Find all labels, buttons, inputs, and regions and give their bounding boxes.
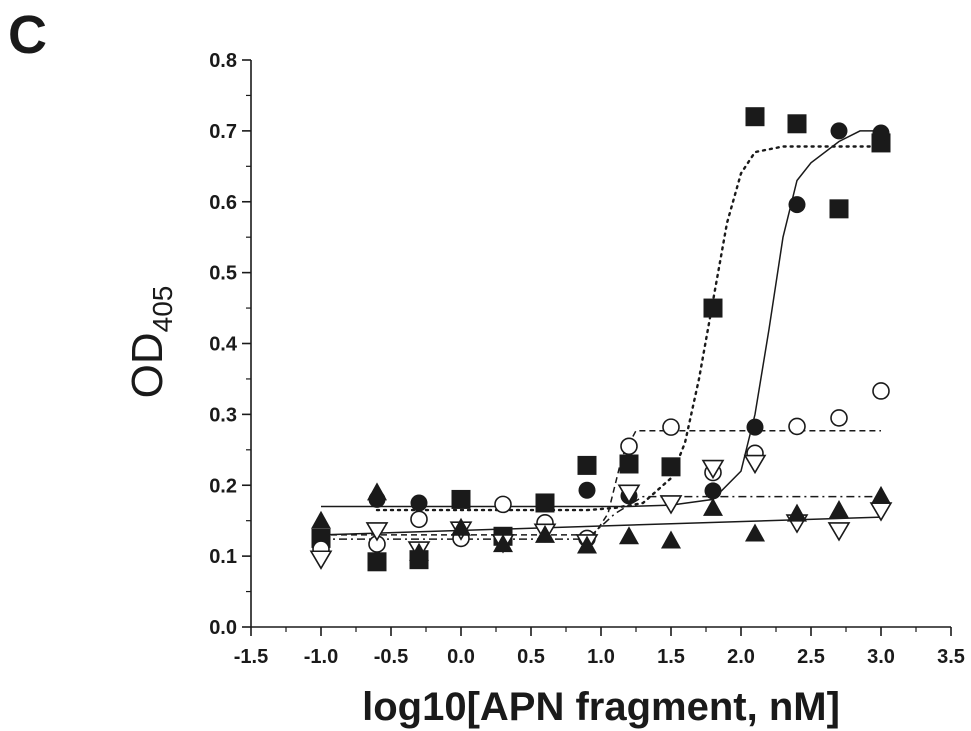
x-axis-title: log10[APN fragment, nM] — [362, 685, 840, 729]
data-point-filled-triangle-up — [577, 535, 597, 554]
data-point-open-circle — [872, 382, 890, 400]
data-point-filled-square — [535, 493, 555, 513]
data-point-filled-square — [661, 457, 681, 477]
y-axis-title-main: OD — [123, 332, 172, 398]
data-point-open-circle — [620, 437, 638, 456]
data-point-filled-triangle-up — [829, 500, 849, 519]
data-point-open-circle — [494, 495, 512, 514]
axes — [250, 60, 951, 628]
fit-curve-open-triangle-down — [321, 495, 881, 540]
data-point-open-triangle-down — [309, 550, 333, 570]
x-tick-label: 2.0 — [727, 646, 755, 668]
data-point-filled-circle — [746, 418, 764, 436]
data-point-filled-triangle-up — [787, 503, 807, 522]
x-tick-label: 3.5 — [937, 646, 965, 668]
y-tick-label: 0.5 — [209, 263, 237, 285]
x-tick-label: 0.5 — [517, 646, 545, 668]
data-point-filled-square — [367, 552, 387, 572]
data-point-open-circle — [830, 409, 848, 427]
y-tick-label: 0.2 — [209, 475, 237, 497]
data-point-filled-circle — [410, 494, 428, 512]
fit-curve-filled-circle — [321, 130, 881, 508]
data-point-filled-circle — [704, 482, 722, 500]
data-point-open-circle — [788, 417, 806, 436]
y-tick-label: 0.4 — [209, 334, 238, 356]
data-point-filled-triangle-up — [745, 523, 765, 542]
data-point-filled-square — [703, 298, 723, 318]
data-point-open-triangle-down — [827, 522, 851, 542]
y-tick-label: 0.1 — [209, 546, 237, 568]
data-point-open-triangle-down — [365, 522, 389, 542]
data-point-filled-triangle-up — [409, 542, 429, 561]
data-point-filled-square — [829, 199, 849, 219]
x-tick-label: -1.5 — [234, 646, 268, 668]
x-tick-label: 0.0 — [447, 646, 475, 668]
x-tick-label: 2.5 — [797, 646, 825, 668]
data-point-filled-square — [619, 454, 639, 474]
fit-curve-filled-triangle-up — [320, 516, 882, 536]
data-point-open-triangle-down — [743, 454, 767, 475]
data-point-filled-triangle-up — [871, 485, 891, 504]
data-point-open-circle — [662, 418, 680, 436]
data-point-filled-square — [451, 489, 471, 509]
x-tick-label: -1.0 — [304, 646, 338, 668]
axis-ticks: 0.0 0.1 0.2 0.3 0.4 0.5 0.6 0.7 0.8 -1.5 -1.0 -0.5 0… — [209, 50, 965, 668]
data-point-filled-circle — [830, 122, 848, 140]
x-tick-label: 1.0 — [587, 646, 615, 668]
y-tick-label: 0.7 — [209, 121, 237, 143]
x-tick-label: -0.5 — [374, 646, 408, 668]
data-point-filled-triangle-up — [661, 530, 681, 549]
data-point-filled-triangle-up — [703, 497, 723, 516]
y-tick-label: 0.3 — [209, 404, 237, 426]
y-tick-label: 0.8 — [209, 50, 237, 72]
data-point-filled-circle — [788, 196, 806, 214]
data-point-filled-triangle-up — [493, 534, 513, 553]
data-point-filled-square — [577, 455, 597, 475]
data-point-filled-triangle-up — [535, 524, 555, 543]
data-point-filled-circle — [872, 124, 890, 142]
y-tick-label: 0.0 — [209, 617, 237, 639]
data-point-filled-triangle-up — [451, 517, 471, 536]
y-tick-label: 0.6 — [209, 192, 237, 214]
panel-label: C — [8, 5, 47, 65]
data-markers — [309, 107, 893, 572]
data-point-filled-circle — [578, 481, 596, 499]
data-point-filled-triangle-up — [619, 526, 639, 545]
data-point-filled-triangle-up — [311, 510, 331, 529]
data-point-open-circle — [410, 510, 428, 529]
fit-curve-filled-square — [375, 145, 883, 512]
y-axis-title: OD405 — [123, 286, 178, 399]
data-point-filled-square — [787, 114, 807, 134]
data-point-filled-square — [745, 107, 765, 127]
data-point-filled-triangle-up — [367, 482, 387, 501]
x-tick-label: 1.5 — [657, 646, 685, 668]
data-point-open-triangle-down — [659, 495, 683, 515]
x-tick-label: 3.0 — [867, 646, 895, 668]
y-axis-title-subscript: 405 — [147, 286, 178, 333]
data-point-open-triangle-down — [701, 459, 725, 480]
fit-curves — [320, 130, 883, 540]
data-point-open-triangle-down — [617, 484, 641, 504]
